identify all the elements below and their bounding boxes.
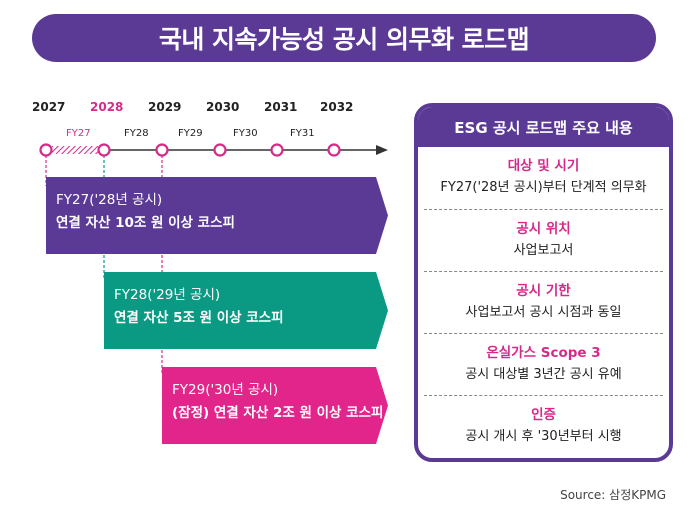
panel-item-desc: 공시 개시 후 '30년부터 시행 (465, 429, 622, 444)
phase-fy29-period: FY29('30년 공시) (172, 382, 279, 398)
year-label-2031: 2031 (264, 100, 298, 114)
phase-fy27-arrow: FY27('28년 공시) 연결 자산 10조 원 이상 코스피 (46, 177, 388, 254)
year-label-2029: 2029 (148, 100, 182, 114)
panel-item-desc: FY27('28년 공시)부터 단계적 의무화 (440, 180, 647, 195)
panel-item-title: 공시 기한 (516, 283, 571, 299)
source-credit: Source: 삼정KPMG (560, 488, 666, 502)
panel-item-scope3: 온실가스 Scope 3 공시 대상별 3년간 공시 유예 (424, 333, 663, 395)
panel-item-deadline: 공시 기한 사업보고서 공시 시점과 동일 (424, 271, 663, 333)
panel-item-title: 온실가스 Scope 3 (486, 345, 601, 361)
phase-fy29-target: (잠정) 연결 자산 2조 원 이상 코스피 (172, 405, 384, 421)
page-title: 국내 지속가능성 공시 의무화 로드맵 (32, 14, 656, 62)
fy-label-fy28: FY28 (124, 128, 149, 139)
phase-fy27-period: FY27('28년 공시) (56, 192, 163, 208)
timeline-node-2031 (270, 143, 284, 157)
fy-label-fy27: FY27 (66, 128, 91, 139)
panel-item-assurance: 인증 공시 개시 후 '30년부터 시행 (424, 395, 663, 457)
panel-heading: ESG 공시 로드맵 주요 내용 (418, 107, 669, 147)
year-label-2027: 2027 (32, 100, 66, 114)
timeline-node-2030 (213, 143, 227, 157)
panel-item-title: 인증 (531, 407, 556, 423)
year-label-2032: 2032 (320, 100, 354, 114)
timeline-node-2032 (327, 143, 341, 157)
roadmap-summary-panel: ESG 공시 로드맵 주요 내용 대상 및 시기 FY27('28년 공시)부터… (414, 103, 673, 462)
phase-fy28-target: 연결 자산 5조 원 이상 코스피 (114, 310, 284, 326)
phase-fy28-arrow: FY28('29년 공시) 연결 자산 5조 원 이상 코스피 (104, 272, 388, 349)
timeline-node-2027 (39, 143, 53, 157)
fy-label-fy31: FY31 (290, 128, 315, 139)
panel-item-scope: 대상 및 시기 FY27('28년 공시)부터 단계적 의무화 (418, 147, 669, 209)
panel-item-title: 대상 및 시기 (507, 158, 580, 174)
panel-item-desc: 공시 대상별 3년간 공시 유예 (465, 367, 622, 382)
fy-label-fy29: FY29 (178, 128, 203, 139)
panel-item-desc: 사업보고서 (513, 243, 574, 258)
year-label-2028: 2028 (90, 100, 124, 114)
year-label-2030: 2030 (206, 100, 240, 114)
fy27-hatched-segment (52, 146, 98, 154)
timeline-node-2029 (155, 143, 169, 157)
phase-fy28-period: FY28('29년 공시) (114, 287, 221, 303)
panel-item-location: 공시 위치 사업보고서 (424, 209, 663, 271)
panel-item-title: 공시 위치 (516, 221, 571, 237)
panel-item-desc: 사업보고서 공시 시점과 동일 (465, 305, 622, 320)
phase-fy29-arrow: FY29('30년 공시) (잠정) 연결 자산 2조 원 이상 코스피 (162, 367, 388, 444)
fy-label-fy30: FY30 (233, 128, 258, 139)
phase-fy27-target: 연결 자산 10조 원 이상 코스피 (56, 215, 235, 231)
timeline-node-2028 (97, 143, 111, 157)
timeline-arrow-icon (376, 145, 388, 155)
